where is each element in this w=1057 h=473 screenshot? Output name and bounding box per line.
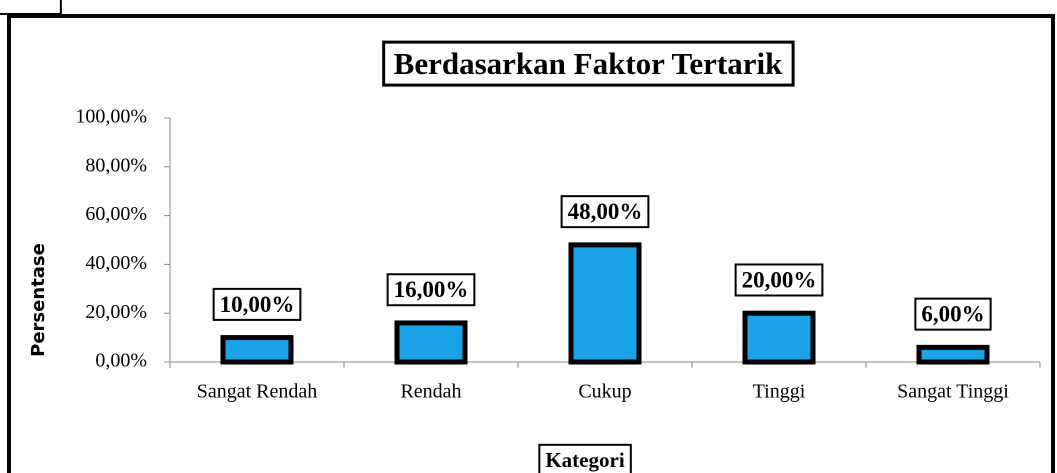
bar <box>220 335 294 365</box>
label-box <box>0 0 62 15</box>
bar <box>394 320 468 365</box>
y-tick-label: 20,00% <box>85 301 147 323</box>
x-tick-label: Tinggi <box>753 381 806 403</box>
bar <box>916 344 990 365</box>
chart-border <box>7 14 1055 473</box>
value-label: 6,00% <box>921 302 984 327</box>
label-box <box>560 195 650 229</box>
value-label: 48,00% <box>568 199 643 224</box>
x-tick-label: Cukup <box>578 381 631 403</box>
x-tick-label: Sangat Rendah <box>197 381 318 403</box>
y-tick-label: 100,00% <box>75 106 147 128</box>
label-box <box>734 263 824 297</box>
value-label: 10,00% <box>220 292 295 317</box>
label-box <box>538 443 632 473</box>
label-box <box>386 273 476 307</box>
y-axis-label: Persentase <box>28 243 49 357</box>
value-label: 20,00% <box>742 267 817 292</box>
x-tick-label: Rendah <box>400 381 461 403</box>
y-tick-label: 60,00% <box>85 203 147 225</box>
label-box <box>382 40 795 87</box>
label-box <box>914 297 992 331</box>
value-label: 16,00% <box>394 277 469 302</box>
y-tick-label: 40,00% <box>85 252 147 274</box>
y-tick-label: 0,00% <box>95 350 147 372</box>
x-axis-label: Kategori <box>545 448 624 472</box>
bar <box>568 242 642 365</box>
label-box <box>212 287 302 321</box>
y-tick-label: 80,00% <box>85 154 147 176</box>
chart-title: Berdasarkan Faktor Tertarik <box>394 46 783 81</box>
x-tick-label: Sangat Tinggi <box>897 381 1009 403</box>
bar <box>742 310 816 365</box>
